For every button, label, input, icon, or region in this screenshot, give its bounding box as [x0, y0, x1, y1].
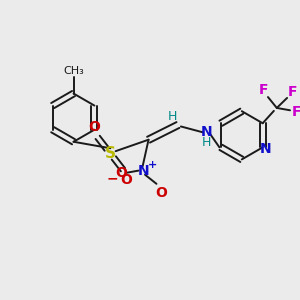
Text: N: N: [138, 164, 149, 178]
Text: CH₃: CH₃: [63, 66, 84, 76]
Text: O: O: [121, 173, 132, 187]
Text: O: O: [116, 166, 128, 180]
Text: N: N: [201, 125, 212, 139]
Text: F: F: [259, 83, 268, 97]
Text: H: H: [168, 110, 177, 123]
Text: F: F: [292, 105, 300, 119]
Text: N: N: [260, 142, 272, 156]
Text: O: O: [155, 186, 167, 200]
Text: O: O: [88, 120, 100, 134]
Text: +: +: [147, 160, 157, 170]
Text: F: F: [288, 85, 298, 99]
Text: S: S: [105, 146, 116, 161]
Text: −: −: [107, 171, 118, 185]
Text: H: H: [202, 136, 211, 148]
